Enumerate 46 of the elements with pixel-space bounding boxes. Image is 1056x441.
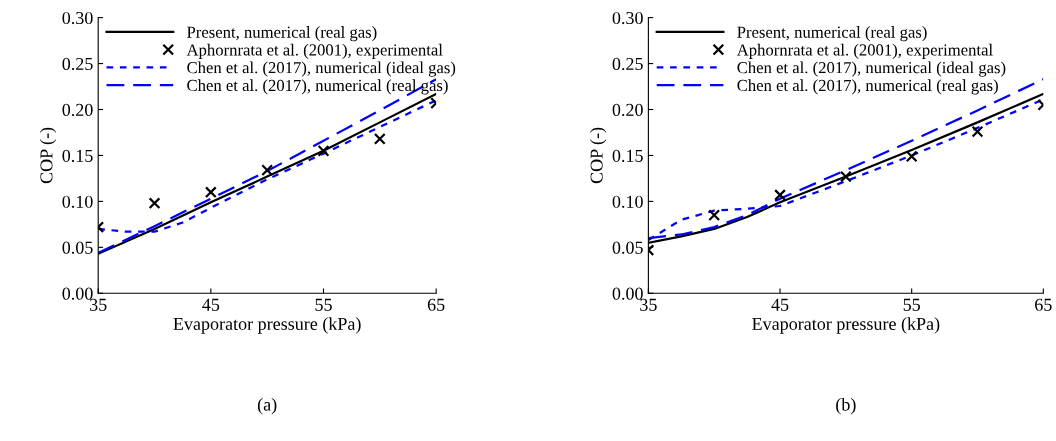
legend-label: Chen et al. (2017), numerical (ideal gas) — [187, 61, 456, 77]
legend-label: Chen et al. (2017), numerical (real gas) — [737, 79, 998, 95]
y-tick-label: 0.20 — [62, 103, 93, 117]
y-tick-label: 0.30 — [612, 11, 643, 25]
point — [905, 150, 918, 163]
x-tick-label: 35 — [640, 298, 657, 311]
x-tick-label: 45 — [771, 298, 789, 311]
text: (b) — [836, 398, 856, 415]
y-tick-label: 0.10 — [62, 195, 93, 208]
y-tick-label: 0.15 — [62, 149, 93, 162]
point — [261, 164, 274, 177]
text: (a) — [257, 398, 277, 415]
legend-label: Aphornrata et al. (2001), experimental — [186, 43, 443, 59]
y-tick-label: 0.30 — [62, 11, 93, 25]
point — [708, 209, 721, 222]
point — [148, 197, 161, 210]
y-tick-label: 0.10 — [612, 195, 643, 208]
y-tick-label: 0.20 — [612, 103, 643, 117]
x-tick-label: 35 — [90, 298, 107, 311]
y-tick-label: 0.00 — [612, 287, 643, 300]
legend-label: Chen et al. (2017), numerical (ideal gas) — [737, 61, 1006, 77]
point — [204, 186, 217, 199]
x-axis-title: Evaporator pressure (kPa) — [752, 317, 940, 334]
y-axis-title: COP (-) — [39, 127, 57, 184]
legend-label: Chen et al. (2017), numerical (real gas) — [187, 79, 448, 95]
y-axis-title: COP (-) — [590, 127, 607, 184]
y-tick-label: 0.05 — [612, 241, 643, 254]
x-tick-label: 55 — [903, 298, 920, 311]
y-tick-label: 0.25 — [62, 57, 93, 71]
x-tick-label: 65 — [427, 298, 445, 311]
point — [971, 125, 984, 138]
y-tick-label: 0.05 — [62, 241, 93, 254]
point — [317, 144, 330, 157]
point — [373, 132, 386, 145]
y-tick-label: 0.25 — [612, 57, 643, 71]
x-axis-title: Evaporator pressure (kPa) — [173, 317, 361, 334]
legend-label: Aphornrata et al. (2001), experimental — [736, 43, 993, 59]
legend-label: Present, numerical (real gas) — [187, 26, 377, 42]
y-tick-label: 0.00 — [62, 287, 93, 300]
legend-label: Present, numerical (real gas) — [737, 26, 927, 42]
x-tick-label: 55 — [315, 298, 332, 311]
x-tick-label: 45 — [202, 298, 220, 311]
point — [774, 188, 786, 201]
point — [839, 170, 852, 183]
y-tick-label: 0.15 — [612, 149, 643, 162]
x-tick-label: 65 — [1035, 298, 1052, 311]
